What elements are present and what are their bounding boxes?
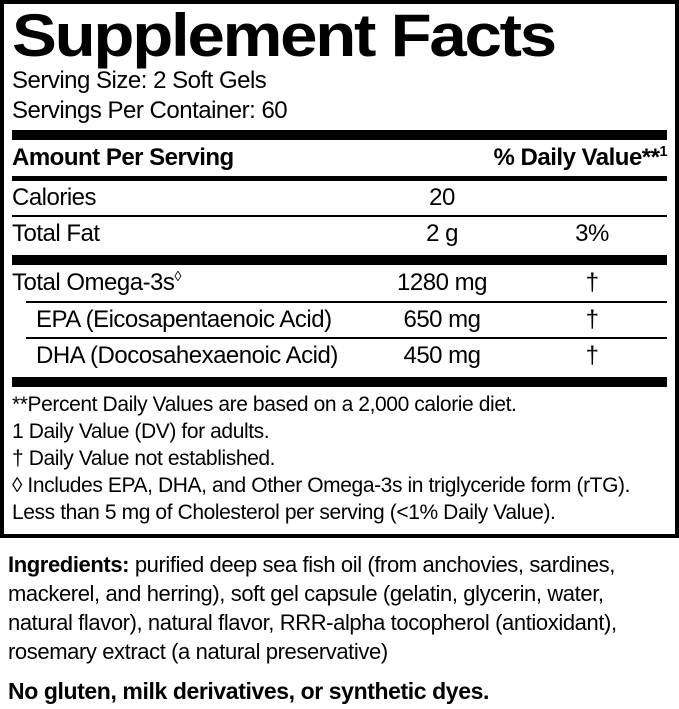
table-row-total-omega-3s: Total Omega-3s◊ 1280 mg †: [12, 265, 667, 301]
table-row-calories: Calories 20: [12, 181, 667, 215]
row-amount: 1280 mg: [397, 269, 487, 296]
allergen-statement: No gluten, milk derivatives, or syntheti…: [8, 678, 489, 704]
serving-size: Serving Size: 2 Soft Gels: [12, 67, 267, 94]
supplement-facts-panel: Supplement Facts Serving Size: 2 Soft Ge…: [0, 0, 679, 538]
row-name: Total Omega-3s◊: [12, 269, 367, 297]
row-daily-value: †: [585, 306, 599, 333]
footnote-dv-adults: 1 Daily Value (DV) for adults.: [12, 420, 270, 443]
column-header-row: Amount Per Serving % Daily Value**1: [12, 140, 667, 176]
row-daily-value: 3%: [575, 220, 609, 247]
divider-thick-top: [12, 130, 667, 140]
row-name: Calories: [12, 184, 97, 211]
divider-thin: [12, 215, 667, 217]
panel-title: Supplement Facts: [12, 2, 557, 69]
row-amount: 2 g: [426, 220, 458, 247]
table-row-epa: EPA (Eicosapentaenoic Acid) 650 mg †: [12, 303, 667, 337]
panel-title-wrap: Supplement Facts: [12, 6, 667, 66]
ingredients-text: purified deep sea fish oil (from anchovi…: [8, 552, 617, 664]
table-row-dha: DHA (Docosahexaenoic Acid) 450 mg †: [12, 339, 667, 373]
row-amount: 450 mg: [403, 342, 481, 369]
footnote-cholesterol: Less than 5 mg of Cholesterol per servin…: [12, 501, 556, 524]
daily-value-header-superscript: 1: [659, 144, 667, 160]
row-amount: 20: [429, 184, 455, 211]
footnote-lozenge: ◊ Includes EPA, DHA, and Other Omega-3s …: [12, 474, 631, 497]
servings-per-container: Servings Per Container: 60: [12, 97, 288, 124]
row-name: EPA (Eicosapentaenoic Acid): [36, 306, 332, 333]
row-name: DHA (Docosahexaenoic Acid): [36, 342, 338, 369]
row-amount: 650 mg: [403, 306, 481, 333]
row-name-text: Total Omega-3s: [12, 269, 175, 296]
divider-thick-mid: [12, 255, 667, 265]
daily-value-header: % Daily Value**1: [493, 144, 668, 172]
divider-medium-under-header: [12, 176, 667, 181]
lozenge-superscript: ◊: [174, 269, 182, 285]
table-row-total-fat: Total Fat 2 g 3%: [12, 217, 667, 251]
row-daily-value: †: [585, 269, 599, 296]
divider-thick-bottom: [12, 377, 667, 387]
ingredients-label: Ingredients:: [8, 552, 130, 577]
footnote-dagger: † Daily Value not established.: [12, 447, 276, 470]
divider-thin-inset: [26, 301, 667, 303]
row-name: Total Fat: [12, 220, 100, 247]
amount-per-serving-header: Amount Per Serving: [12, 144, 234, 171]
row-daily-value: †: [585, 342, 599, 369]
ingredients-paragraph: Ingredients: purified deep sea fish oil …: [8, 550, 671, 666]
daily-value-header-text: % Daily Value**: [493, 144, 660, 171]
divider-thin-inset: [26, 337, 667, 339]
footnote-percent-dv: **Percent Daily Values are based on a 2,…: [12, 393, 517, 416]
footnotes-section: **Percent Daily Values are based on a 2,…: [12, 391, 667, 526]
